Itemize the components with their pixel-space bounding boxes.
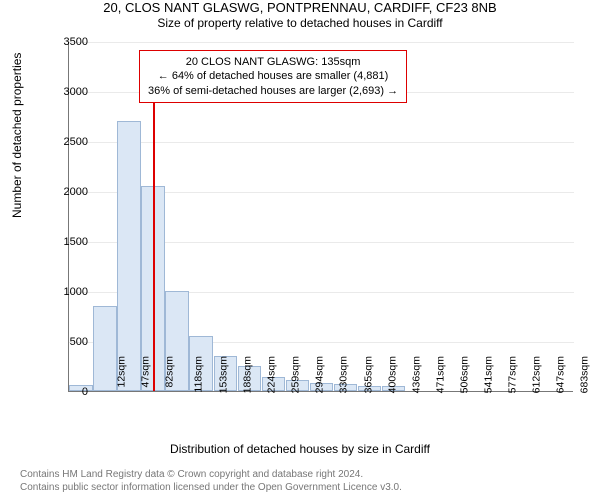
x-tick-label: 118sqm [193,356,205,393]
annotation-line: 36% of semi-detached houses are larger (… [148,84,398,98]
y-tick-label: 500 [48,336,88,348]
y-tick-label: 2500 [48,136,88,148]
y-tick-label: 0 [48,386,88,398]
footer-line-1: Contains HM Land Registry data © Crown c… [20,468,402,481]
footer-attribution: Contains HM Land Registry data © Crown c… [20,468,402,494]
annotation-box: 20 CLOS NANT GLASWG: 135sqm← 64% of deta… [139,50,407,103]
x-tick-label: 471sqm [434,356,446,393]
y-tick-label: 3000 [48,86,88,98]
histogram-bar [117,121,141,391]
x-tick-label: 612sqm [530,356,542,393]
y-tick-label: 1500 [48,236,88,248]
y-tick-label: 2000 [48,186,88,198]
x-tick-label: 365sqm [362,356,374,393]
chart-subtitle: Size of property relative to detached ho… [0,16,600,30]
gridline [69,142,574,143]
x-tick-label: 188sqm [242,356,254,393]
x-tick-label: 577sqm [506,356,518,393]
x-tick-label: 259sqm [290,356,302,393]
x-tick-label: 683sqm [578,356,590,393]
y-tick-label: 3500 [48,36,88,48]
x-tick-label: 506sqm [458,356,470,393]
plot-region: 20 CLOS NANT GLASWG: 135sqm← 64% of deta… [68,42,573,392]
histogram-bar [93,306,117,391]
gridline [69,42,574,43]
x-tick-label: 400sqm [386,356,398,393]
x-tick-label: 82sqm [164,356,176,388]
x-tick-label: 153sqm [218,356,230,393]
subject-marker-line [153,79,155,391]
chart-area: 20 CLOS NANT GLASWG: 135sqm← 64% of deta… [68,42,573,392]
footer-line-2: Contains public sector information licen… [20,481,402,494]
x-axis-label: Distribution of detached houses by size … [0,442,600,456]
x-tick-label: 224sqm [266,356,278,393]
y-axis-label: Number of detached properties [10,53,24,218]
x-tick-label: 294sqm [314,356,326,393]
x-tick-label: 330sqm [338,356,350,393]
x-tick-label: 47sqm [140,356,152,388]
x-tick-label: 12sqm [116,356,128,388]
x-tick-label: 436sqm [410,356,422,393]
x-tick-label: 647sqm [554,356,566,393]
chart-title: 20, CLOS NANT GLASWG, PONTPRENNAU, CARDI… [0,0,600,15]
y-tick-label: 1000 [48,286,88,298]
annotation-line: ← 64% of detached houses are smaller (4,… [148,69,398,83]
annotation-line: 20 CLOS NANT GLASWG: 135sqm [148,55,398,69]
x-tick-label: 541sqm [482,356,494,393]
